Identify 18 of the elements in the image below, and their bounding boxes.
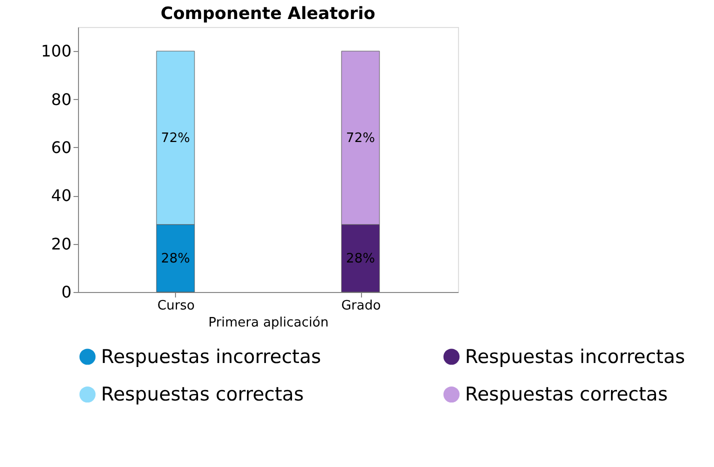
x-axis-title: Primera aplicación xyxy=(208,316,329,330)
y-tick-label: 80 xyxy=(51,90,72,109)
x-tick-label: Curso xyxy=(157,298,195,314)
data-label: 72% xyxy=(346,130,375,146)
y-tick-label: 0 xyxy=(61,282,72,302)
chart-title: Componente Aleatorio xyxy=(160,4,376,24)
legend-label: Respuestas correctas xyxy=(465,384,668,406)
legend-label: Respuestas correctas xyxy=(101,384,304,406)
y-tick-label: 60 xyxy=(51,138,72,157)
legend-label: Respuestas incorrectas xyxy=(101,346,322,368)
data-label: 28% xyxy=(161,251,190,266)
y-tick-label: 100 xyxy=(40,42,72,61)
y-tick-label: 40 xyxy=(51,186,72,206)
y-tick-label: 20 xyxy=(51,234,72,254)
data-label: 72% xyxy=(161,130,190,146)
data-label: 28% xyxy=(346,251,375,266)
legend-label: Respuestas incorrectas xyxy=(465,346,686,368)
x-tick-label: Grado xyxy=(341,298,381,314)
